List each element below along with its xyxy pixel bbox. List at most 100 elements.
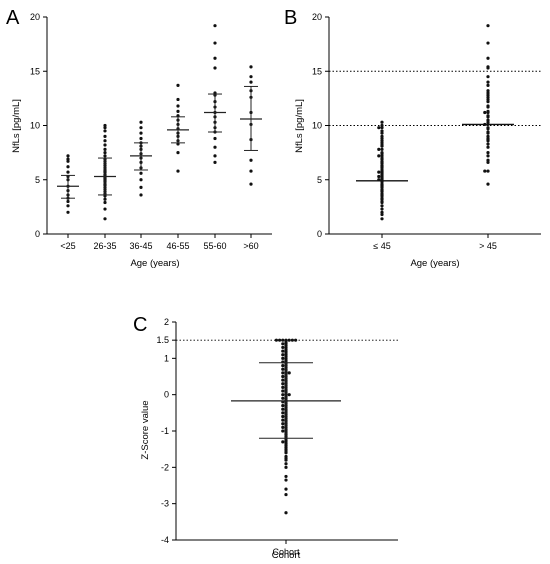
panel-a-y-tick-label-1: 5 [35, 175, 40, 185]
panel-c-point-0-86 [281, 342, 285, 346]
panel-a-point-1-35 [103, 123, 107, 128]
panel-a-point-1-33 [103, 129, 107, 133]
panel-a-point-3-11 [176, 104, 180, 108]
panel-c-point-0-104 [290, 338, 294, 342]
panel-b-point-0-0 [380, 217, 384, 221]
panel-a-point-0-1 [66, 204, 70, 208]
panel-b-x-tick-label-0: ≤ 45 [373, 241, 390, 251]
panel-b-point-1-14 [486, 130, 490, 134]
panel-a-point-3-12 [176, 97, 180, 102]
panel-c-point-0-72 [284, 338, 288, 342]
panel-b-y-tick-label-4: 20 [312, 12, 322, 22]
panel-b-point-0-4 [380, 204, 384, 208]
panel-c-point-0-73 [281, 440, 285, 444]
panel-b-chart: 0 5 10 15 20 ≤ 45 > 45 [312, 12, 541, 251]
panel-c-point-0-92 [281, 389, 285, 393]
panel-a-point-4-3 [213, 136, 217, 141]
panel-c-point-0-3 [284, 478, 288, 482]
panel-a-point-0-2 [66, 199, 70, 204]
panel-a-point-5-1 [249, 169, 253, 173]
panel-a-point-0-0 [66, 210, 70, 214]
panel-c-point-0-80 [281, 385, 285, 389]
panel-a-x-title: Age (years) [130, 258, 179, 269]
panel-c-y-tick-label-6: 1.5 [156, 335, 169, 345]
panel-a-point-3-0 [176, 169, 180, 173]
panel-a-x-tick-label-4: 55-60 [203, 241, 226, 251]
panel-b-y-tick-label-0: 0 [317, 229, 322, 239]
panel-b-point-1-24 [483, 110, 487, 115]
panel-c-point-0-6 [284, 462, 288, 466]
panel-a-y-tick-label-0: 0 [35, 229, 40, 239]
panel-b-y-tick-label-2: 10 [312, 121, 322, 131]
panel-c-point-0-77 [281, 407, 285, 411]
panel-a-point-2-11 [139, 136, 143, 141]
panel-a-point-1-2 [103, 200, 107, 205]
panel-c-point-0-5 [284, 465, 288, 469]
panel-a-y-tick-label-2: 10 [30, 121, 40, 131]
panel-c-point-0-87 [281, 338, 285, 342]
panel-c-point-0-75 [281, 422, 285, 426]
panel-b-point-0-55 [380, 129, 384, 133]
panel-a-point-1-27 [103, 154, 107, 158]
panel-a-point-1-28 [103, 151, 107, 155]
panel-c-point-0-4 [284, 474, 288, 479]
panel-a-point-5-0 [249, 182, 253, 186]
panel-a-point-2-2 [139, 178, 143, 182]
panel-c-point-0-76 [281, 414, 285, 419]
panel-b-point-1-20 [486, 118, 490, 122]
panel-c-point-0-94 [281, 374, 285, 379]
panel-a-point-0-12 [66, 157, 70, 161]
panel-c-point-0-106 [294, 338, 298, 342]
panel-c-point-0-83 [281, 364, 285, 368]
panel-a-point-5-8 [249, 80, 253, 84]
panel-a-point-2-1 [139, 185, 143, 189]
panel-a-letter: A [6, 7, 20, 29]
panel-a-point-5-2 [249, 158, 253, 162]
panel-a-x-tick-label-5: >60 [243, 241, 258, 251]
panel-b-point-1-40 [486, 41, 490, 45]
panel-c-point-0-98 [281, 345, 285, 350]
panel-b-y-tick-label-3: 15 [312, 66, 322, 76]
panel-b-point-1-38 [486, 65, 490, 69]
panel-a-point-4-14 [213, 56, 217, 60]
panel-a-y-tick-label-4: 20 [30, 12, 40, 22]
panel-c-chart: -4 -3 -2 -1 0 1 1.5 2 Cohort [156, 317, 398, 557]
panel-b-x-title: Age (years) [410, 258, 459, 269]
panel-c-point-0-81 [281, 378, 285, 382]
panel-b-point-1-8 [486, 142, 490, 146]
panel-b-point-0-26 [377, 174, 381, 179]
panel-b-point-0-43 [377, 154, 381, 158]
panel-c-y-tick-label-3: -1 [161, 426, 169, 436]
panel-b-point-1-1 [486, 169, 490, 173]
panel-b-point-0-59 [380, 120, 384, 124]
panel-a-point-4-2 [213, 145, 217, 149]
panel-b-point-0-58 [380, 123, 384, 128]
panel-c-point-0-74 [281, 429, 285, 433]
panel-b-point-0-46 [380, 147, 384, 151]
panel-c-point-0-82 [281, 371, 285, 375]
panel-b-point-1-34 [486, 83, 490, 87]
panel-c-point-0-89 [281, 411, 285, 415]
panel-c-point-0-2 [284, 487, 288, 491]
panel-b-point-1-2 [483, 169, 487, 173]
panel-c-point-0-79 [281, 393, 285, 397]
panel-a-point-4-1 [213, 154, 217, 158]
panel-c-point-0-0 [284, 511, 288, 515]
panel-b-point-1-22 [486, 114, 490, 118]
panel-c-y-tick-label-0: -4 [161, 535, 169, 545]
panel-c-y-tick-label-5: 1 [164, 353, 169, 363]
panel-c-y-tick-label-4: 0 [164, 390, 169, 400]
panel-c-point-0-85 [281, 349, 285, 353]
panel-b-y-title: NfLs [pg/mL] [294, 99, 305, 153]
panel-a-x-tick-label-0: <25 [60, 241, 75, 251]
panel-a-point-2-0 [139, 193, 143, 197]
panel-b-point-0-53 [380, 134, 384, 138]
panel-a-point-3-1 [176, 151, 180, 155]
panel-b-point-0-47 [377, 147, 381, 151]
panel-c-point-0-95 [281, 367, 285, 371]
panel-a-chart: 0 5 10 15 20 <25 26-35 36-45 46-55 55-60 >60 [30, 12, 272, 251]
panel-a-point-0-9 [66, 170, 70, 174]
panel-a-point-0-13 [66, 154, 70, 158]
panel-a-y-title: NfLs [pg/mL] [11, 99, 22, 153]
panel-a-point-1-1 [103, 207, 107, 211]
